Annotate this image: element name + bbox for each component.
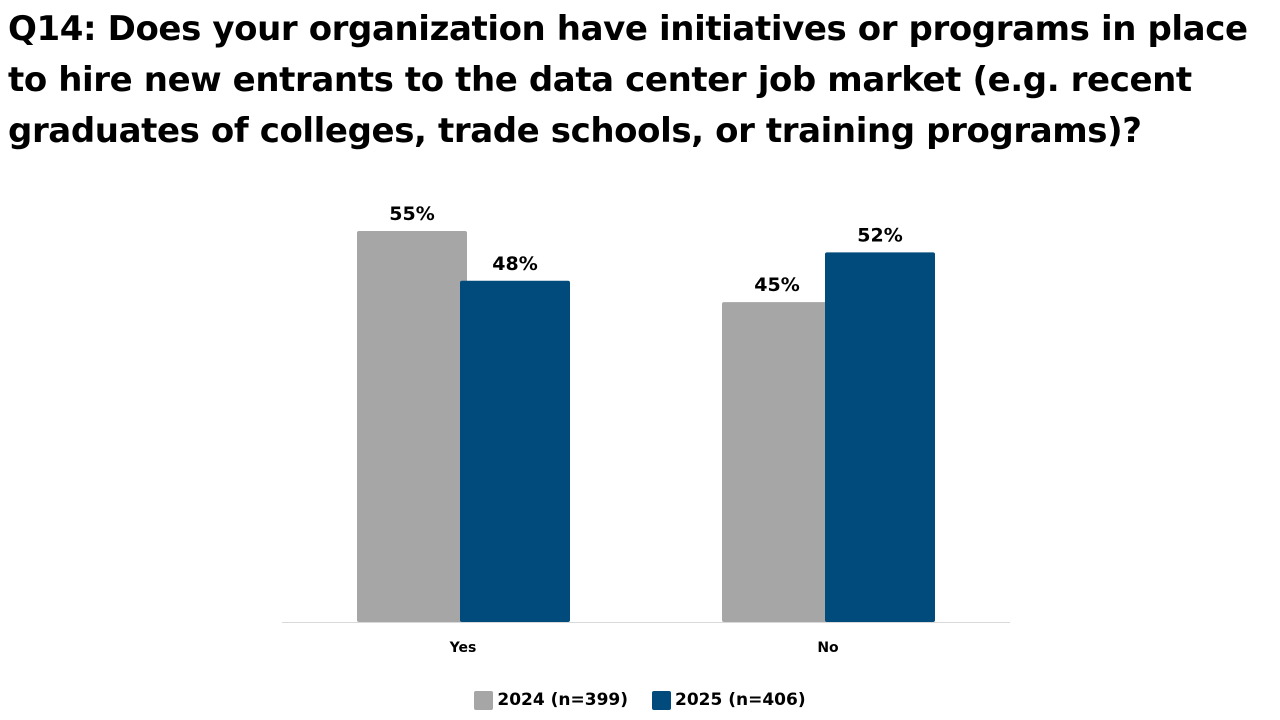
data-label-no-2025: 52% bbox=[857, 224, 902, 246]
bar-yes-2024 bbox=[357, 231, 467, 622]
legend-item-2025: 2025 (n=406) bbox=[652, 690, 806, 710]
x-tick-label-no: No bbox=[817, 640, 839, 656]
data-label-yes-2024: 55% bbox=[389, 203, 434, 225]
chart-title-line-3: graduates of colleges, trade schools, or… bbox=[8, 111, 1142, 151]
chart-title-line-1: Q14: Does your organization have initiat… bbox=[8, 9, 1248, 49]
x-tick-label-yes: Yes bbox=[449, 640, 477, 656]
legend-item-2024: 2024 (n=399) bbox=[474, 690, 628, 710]
chart-title: Q14: Does your organization have initiat… bbox=[8, 4, 1276, 157]
chart-legend: 2024 (n=399) 2025 (n=406) bbox=[0, 690, 1280, 710]
legend-swatch-2024 bbox=[474, 690, 494, 710]
legend-label-2025: 2025 (n=406) bbox=[675, 690, 806, 710]
data-label-no-2024: 45% bbox=[754, 274, 799, 296]
data-label-yes-2025: 48% bbox=[492, 253, 537, 275]
chart-title-line-2: to hire new entrants to the data center … bbox=[8, 60, 1192, 100]
bar-no-2024 bbox=[722, 302, 832, 622]
bar-no-2025 bbox=[825, 252, 935, 622]
bar-yes-2025 bbox=[460, 280, 570, 622]
legend-swatch-2025 bbox=[652, 690, 671, 710]
legend-label-2024: 2024 (n=399) bbox=[497, 690, 628, 710]
